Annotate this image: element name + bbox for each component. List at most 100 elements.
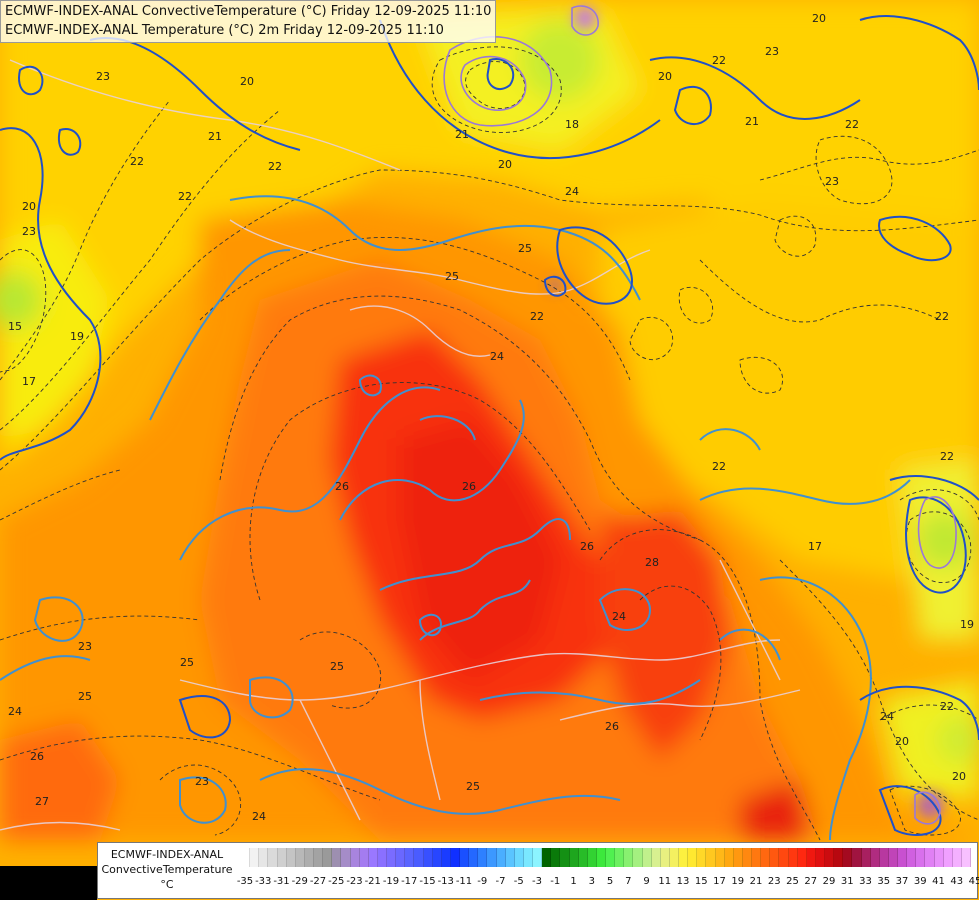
legend-tick-label: -23 (346, 876, 363, 887)
legend-swatch (742, 848, 752, 867)
legend-swatch (423, 848, 433, 867)
contour-label: 22 (530, 310, 544, 323)
legend-tick-label: 25 (786, 876, 799, 887)
contour-label: 23 (195, 775, 209, 788)
contour-label: 21 (745, 115, 759, 128)
legend-swatch (387, 848, 397, 867)
legend-swatch (578, 848, 588, 867)
contour-label: 22 (712, 460, 726, 473)
no-data-corner (0, 866, 97, 900)
contour-label: 19 (70, 330, 84, 343)
legend-swatch (314, 848, 324, 867)
contour-label: 17 (22, 375, 36, 388)
contour-label: 20 (658, 70, 672, 83)
legend-swatch (825, 848, 835, 867)
legend-swatch (323, 848, 333, 867)
contour-label: 18 (565, 118, 579, 131)
legend-tick-label: 3 (588, 876, 595, 887)
legend-tick-label: 27 (804, 876, 818, 887)
legend-swatch (879, 848, 889, 867)
legend-tick-label: -19 (382, 876, 400, 887)
legend-swatch (852, 848, 862, 867)
contour-label: 27 (35, 795, 49, 808)
contour-label: 21 (208, 130, 222, 143)
contour-label: 22 (940, 700, 954, 713)
legend-swatch (733, 848, 743, 867)
legend-swatch (952, 848, 962, 867)
color-legend: ECMWF-INDEX-ANAL ConvectiveTemperature °… (97, 842, 979, 899)
legend-tick-label: 21 (749, 876, 763, 887)
legend-swatch (295, 848, 305, 867)
legend-swatch (806, 848, 816, 867)
legend-swatch (268, 848, 278, 867)
legend-swatch (843, 848, 853, 867)
contour-label: 20 (498, 158, 512, 171)
legend-tick-label: 17 (713, 876, 726, 887)
legend-tick-label: 13 (676, 876, 690, 887)
contour-label: 20 (240, 75, 254, 88)
legend-tick-label: 35 (877, 876, 891, 887)
legend-swatch (788, 848, 798, 867)
temperature-contours (0, 46, 979, 841)
legend-swatch (304, 848, 314, 867)
legend-tick-label: 39 (913, 876, 927, 887)
legend-tick-label: 1 (570, 876, 577, 887)
legend-parameter: ConvectiveTemperature (101, 863, 233, 876)
contour-label: 25 (466, 780, 480, 793)
legend-swatch (341, 848, 351, 867)
legend-tick-label: -9 (477, 876, 488, 887)
legend-swatch (560, 848, 570, 867)
legend-swatch (697, 848, 707, 867)
legend-swatch (815, 848, 825, 867)
contour-label: 23 (22, 225, 36, 238)
legend-tick-label: 9 (643, 876, 650, 887)
title-line-convective: ECMWF-INDEX-ANAL ConvectiveTemperature (… (5, 4, 492, 19)
contour-label: 24 (612, 610, 626, 623)
legend-tick-label: -7 (495, 876, 506, 887)
legend-swatch (241, 848, 251, 867)
high-value-spots (549, 6, 944, 819)
legend-swatch (551, 848, 561, 867)
legend-swatch (250, 848, 260, 867)
legend-swatch (414, 848, 424, 867)
country-borders (0, 59, 801, 831)
legend-source: ECMWF-INDEX-ANAL (110, 848, 224, 861)
legend-swatch (916, 848, 926, 867)
legend-swatch (651, 848, 661, 867)
contour-label: 17 (808, 540, 822, 553)
contour-label: 25 (78, 690, 92, 703)
legend-swatch (624, 848, 634, 867)
legend-swatch (615, 848, 625, 867)
legend-swatch (861, 848, 871, 867)
contour-label: 21 (455, 128, 469, 141)
legend-swatch (286, 848, 296, 867)
legend-tick-label: 33 (859, 876, 872, 887)
legend-swatch (533, 848, 543, 867)
legend-swatch (925, 848, 935, 867)
contour-label: 23 (96, 70, 110, 83)
legend-tick-label: 7 (625, 876, 632, 887)
contour-label: 22 (268, 160, 282, 173)
legend-tick-label: -35 (236, 876, 254, 887)
contour-label: 23 (78, 640, 92, 653)
contour-label: 22 (940, 450, 954, 463)
legend-swatch (596, 848, 606, 867)
legend-swatch (496, 848, 506, 867)
legend-tick-label: 37 (895, 876, 909, 887)
legend-tick-label: 43 (950, 876, 964, 887)
contour-label: 20 (22, 200, 36, 213)
legend-swatch (405, 848, 415, 867)
legend-tick-label: 23 (767, 876, 781, 887)
legend-swatch (441, 848, 451, 867)
legend-swatch (350, 848, 360, 867)
legend-tick-label: -15 (419, 876, 436, 887)
legend-tick-label: -1 (550, 876, 561, 887)
contour-label: 24 (565, 185, 579, 198)
contour-label: 22 (712, 54, 726, 67)
legend-tick-label: -33 (255, 876, 272, 887)
contour-label: 22 (130, 155, 144, 168)
legend-caption: ECMWF-INDEX-ANAL ConvectiveTemperature °… (100, 847, 234, 892)
legend-swatch (715, 848, 725, 867)
contour-label: 25 (518, 242, 532, 255)
legend-swatch (505, 848, 515, 867)
